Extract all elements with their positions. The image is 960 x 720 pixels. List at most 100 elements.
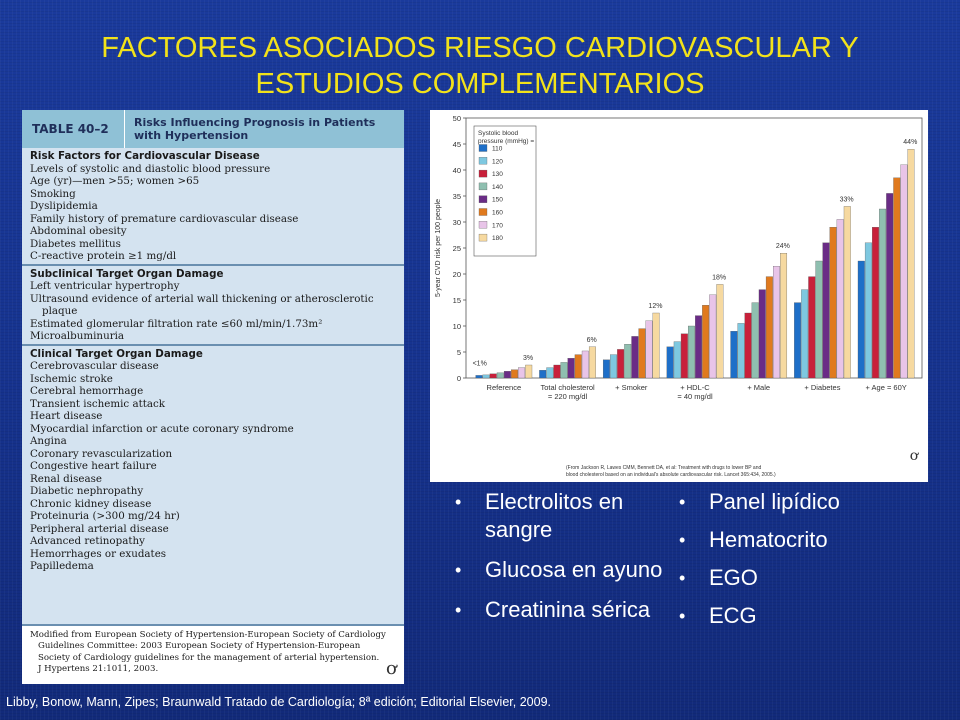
y-tick-label: 15 — [453, 296, 461, 305]
table-item: Abdominal obesity — [30, 225, 127, 237]
table-number: TABLE 40–2 — [22, 110, 125, 148]
table-item: Ischemic stroke — [30, 372, 113, 385]
legend-label: 160 — [492, 210, 503, 217]
bar — [666, 346, 674, 379]
legend-label: 170 — [492, 222, 503, 229]
legend-swatch — [478, 221, 488, 229]
footnote-line: J Hypertens 21:1011, 2003. — [38, 664, 159, 675]
bar — [836, 219, 844, 379]
publisher-logo-icon: ơ — [910, 448, 920, 464]
bullet-text: Creatinina sérica — [485, 597, 651, 622]
bar — [673, 341, 681, 379]
y-tick-label: 10 — [453, 322, 461, 331]
table-item: Ultrasound evidence of arterial wall thi… — [30, 292, 374, 305]
table-item: C-reactive protein ≥1 mg/dl — [30, 250, 177, 262]
bar — [496, 372, 504, 379]
bullet-dot-icon: • — [455, 560, 462, 580]
bar — [751, 302, 759, 379]
table-item: Hemorrhages or exudates — [30, 547, 167, 560]
y-axis-label: 5-year CVD risk per 100 people — [435, 199, 442, 297]
legend-label: 150 — [492, 197, 503, 204]
y-tick-label: 0 — [457, 374, 461, 383]
table-item: Smoking — [30, 187, 76, 200]
table-item: Peripheral arterial disease — [30, 522, 169, 535]
bar — [744, 312, 752, 379]
bar — [900, 164, 908, 379]
bar — [879, 208, 887, 379]
bar — [765, 276, 773, 379]
bar — [857, 260, 865, 379]
bullet-list-left: • Electrolitos en sangre • Glucosa en ayuno… — [449, 488, 665, 636]
bar — [829, 227, 837, 379]
legend-swatch — [478, 195, 488, 203]
x-tick-label: = 40 mg/dl — [677, 392, 713, 401]
bar — [588, 346, 596, 379]
legend-label: 180 — [492, 235, 503, 242]
bullet-text: Glucosa en ayuno — [485, 557, 663, 582]
cvd-risk-chart: 0 5 10 15 20 25 30 35 40 45 50 5-year CVD risk per … — [430, 110, 928, 482]
table-body: Risk Factors for Cardiovascular Disease L… — [22, 148, 404, 626]
legend-label: 140 — [492, 184, 503, 191]
y-tick-label: 25 — [453, 244, 461, 253]
bullet-dot-icon: • — [455, 492, 462, 512]
table-footnote: Modified from European Society of Hypert… — [22, 626, 404, 676]
bar — [730, 331, 738, 379]
bar — [617, 349, 625, 379]
x-tick-label: + Age = 60Y — [865, 383, 906, 392]
legend-label: 130 — [492, 171, 503, 178]
bar — [872, 227, 879, 379]
legend-label: 120 — [492, 158, 503, 165]
table-section: Clinical Target Organ Damage Cerebrovascu… — [22, 343, 404, 574]
citation-caption: Libby, Bonow, Mann, Zipes; Braunwald Tra… — [6, 695, 551, 709]
table-header: TABLE 40–2 Risks Influencing Prognosis i… — [22, 110, 404, 148]
legend-label: 110 — [492, 146, 503, 153]
table-item: Family history of premature cardiovascul… — [30, 212, 299, 225]
publisher-logo-icon: ơ — [386, 658, 397, 679]
table-section-heading: Clinical Target Organ Damage — [30, 347, 203, 360]
bar — [581, 350, 589, 379]
table-item: plaque — [42, 305, 78, 317]
data-label: 33% — [840, 196, 854, 203]
bar — [886, 193, 894, 379]
bar — [907, 149, 915, 379]
table-item: Diabetic nephropathy — [30, 485, 144, 497]
bullet-item: • EGO — [673, 564, 923, 592]
bullet-item: • ECG — [673, 602, 923, 630]
bar — [610, 354, 617, 379]
bar — [794, 302, 802, 379]
bullet-text: Electrolitos en sangre — [485, 489, 624, 542]
table-item: Dyslipidemia — [30, 200, 98, 212]
bar — [652, 312, 660, 379]
bar — [822, 242, 830, 379]
data-label: 24% — [776, 243, 790, 250]
bar — [645, 320, 653, 379]
bullet-item: • Creatinina sérica — [449, 596, 665, 624]
y-tick-label: 20 — [453, 270, 461, 279]
bar — [815, 260, 823, 379]
bullet-text: EGO — [709, 565, 758, 590]
x-tick-label: Total cholesterol — [540, 383, 595, 392]
table-section: Risk Factors for Cardiovascular Disease L… — [22, 148, 404, 264]
chart-source-note: (From Jackson R, Lawes CMM, Bennett DA, … — [566, 465, 761, 471]
table-item: Left ventricular hypertrophy — [30, 280, 180, 292]
data-label: 18% — [712, 274, 726, 281]
x-tick-label: + HDL-C — [680, 383, 710, 392]
data-label: 12% — [648, 303, 662, 310]
bar — [709, 294, 717, 379]
table-item: Transient ischemic attack — [30, 397, 166, 410]
table-item: Papilledema — [30, 560, 94, 572]
data-label: <1% — [473, 361, 487, 368]
bar — [864, 242, 872, 379]
x-tick-label: + Diabetes — [804, 383, 840, 392]
y-tick-label: 35 — [453, 192, 461, 201]
table-item: Congestive heart failure — [30, 460, 157, 472]
bar — [560, 362, 568, 379]
bullet-item: • Electrolitos en sangre — [449, 488, 665, 544]
slide-title-line-1: FACTORES ASOCIADOS RIESGO CARDIOVASCULAR… — [101, 32, 859, 64]
bar — [503, 371, 511, 379]
table-item: Estimated glomerular filtration rate ≤60… — [30, 317, 323, 330]
table-item: Proteinuria (>300 mg/24 hr) — [30, 510, 180, 522]
bullet-dot-icon: • — [679, 568, 686, 588]
y-tick-label: 5 — [457, 348, 461, 357]
bar — [567, 358, 575, 379]
